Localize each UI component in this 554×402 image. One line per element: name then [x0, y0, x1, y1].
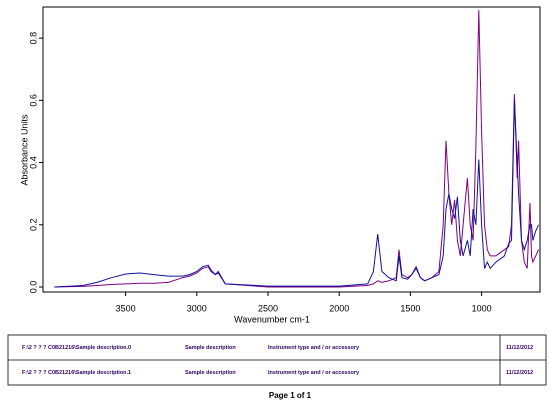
table-cell: F:\2 ? ? ? C0B21216\Sample description.1	[22, 370, 131, 376]
x-tick-label: 1000	[472, 303, 492, 313]
table-cell: 11/12/2012	[506, 345, 533, 351]
table-cell: 11/12/2012	[506, 370, 533, 376]
table-cell: F:\2 ? ? ? C0B21216\Sample description.0	[22, 345, 131, 351]
x-tick-label: 3000	[187, 303, 207, 313]
table-cell: Instrument type and / or accessory	[268, 345, 360, 351]
y-axis-title: Absorbance Units	[19, 114, 29, 186]
y-tick-label: 0.2	[28, 219, 38, 232]
plot-frame	[42, 6, 541, 293]
table-cell: Sample description	[185, 370, 236, 376]
x-tick-label: 2000	[329, 303, 349, 313]
x-tick-label: 1500	[400, 303, 420, 313]
spectrum-line	[54, 100, 540, 288]
y-tick-label: 0.0	[28, 281, 38, 294]
y-tick-label: 0.8	[28, 32, 38, 45]
table-cell: Sample description	[185, 345, 236, 351]
x-tick-label: 2500	[258, 303, 278, 313]
table-cell: Instrument type and / or accessory	[268, 370, 360, 376]
x-tick-label: 3500	[116, 303, 136, 313]
y-tick-label: 0.4	[28, 156, 38, 169]
x-axis-title: Wavenumber cm-1	[234, 314, 310, 324]
footer: Page 1 of 1	[269, 391, 312, 400]
y-tick-label: 0.6	[28, 94, 38, 107]
